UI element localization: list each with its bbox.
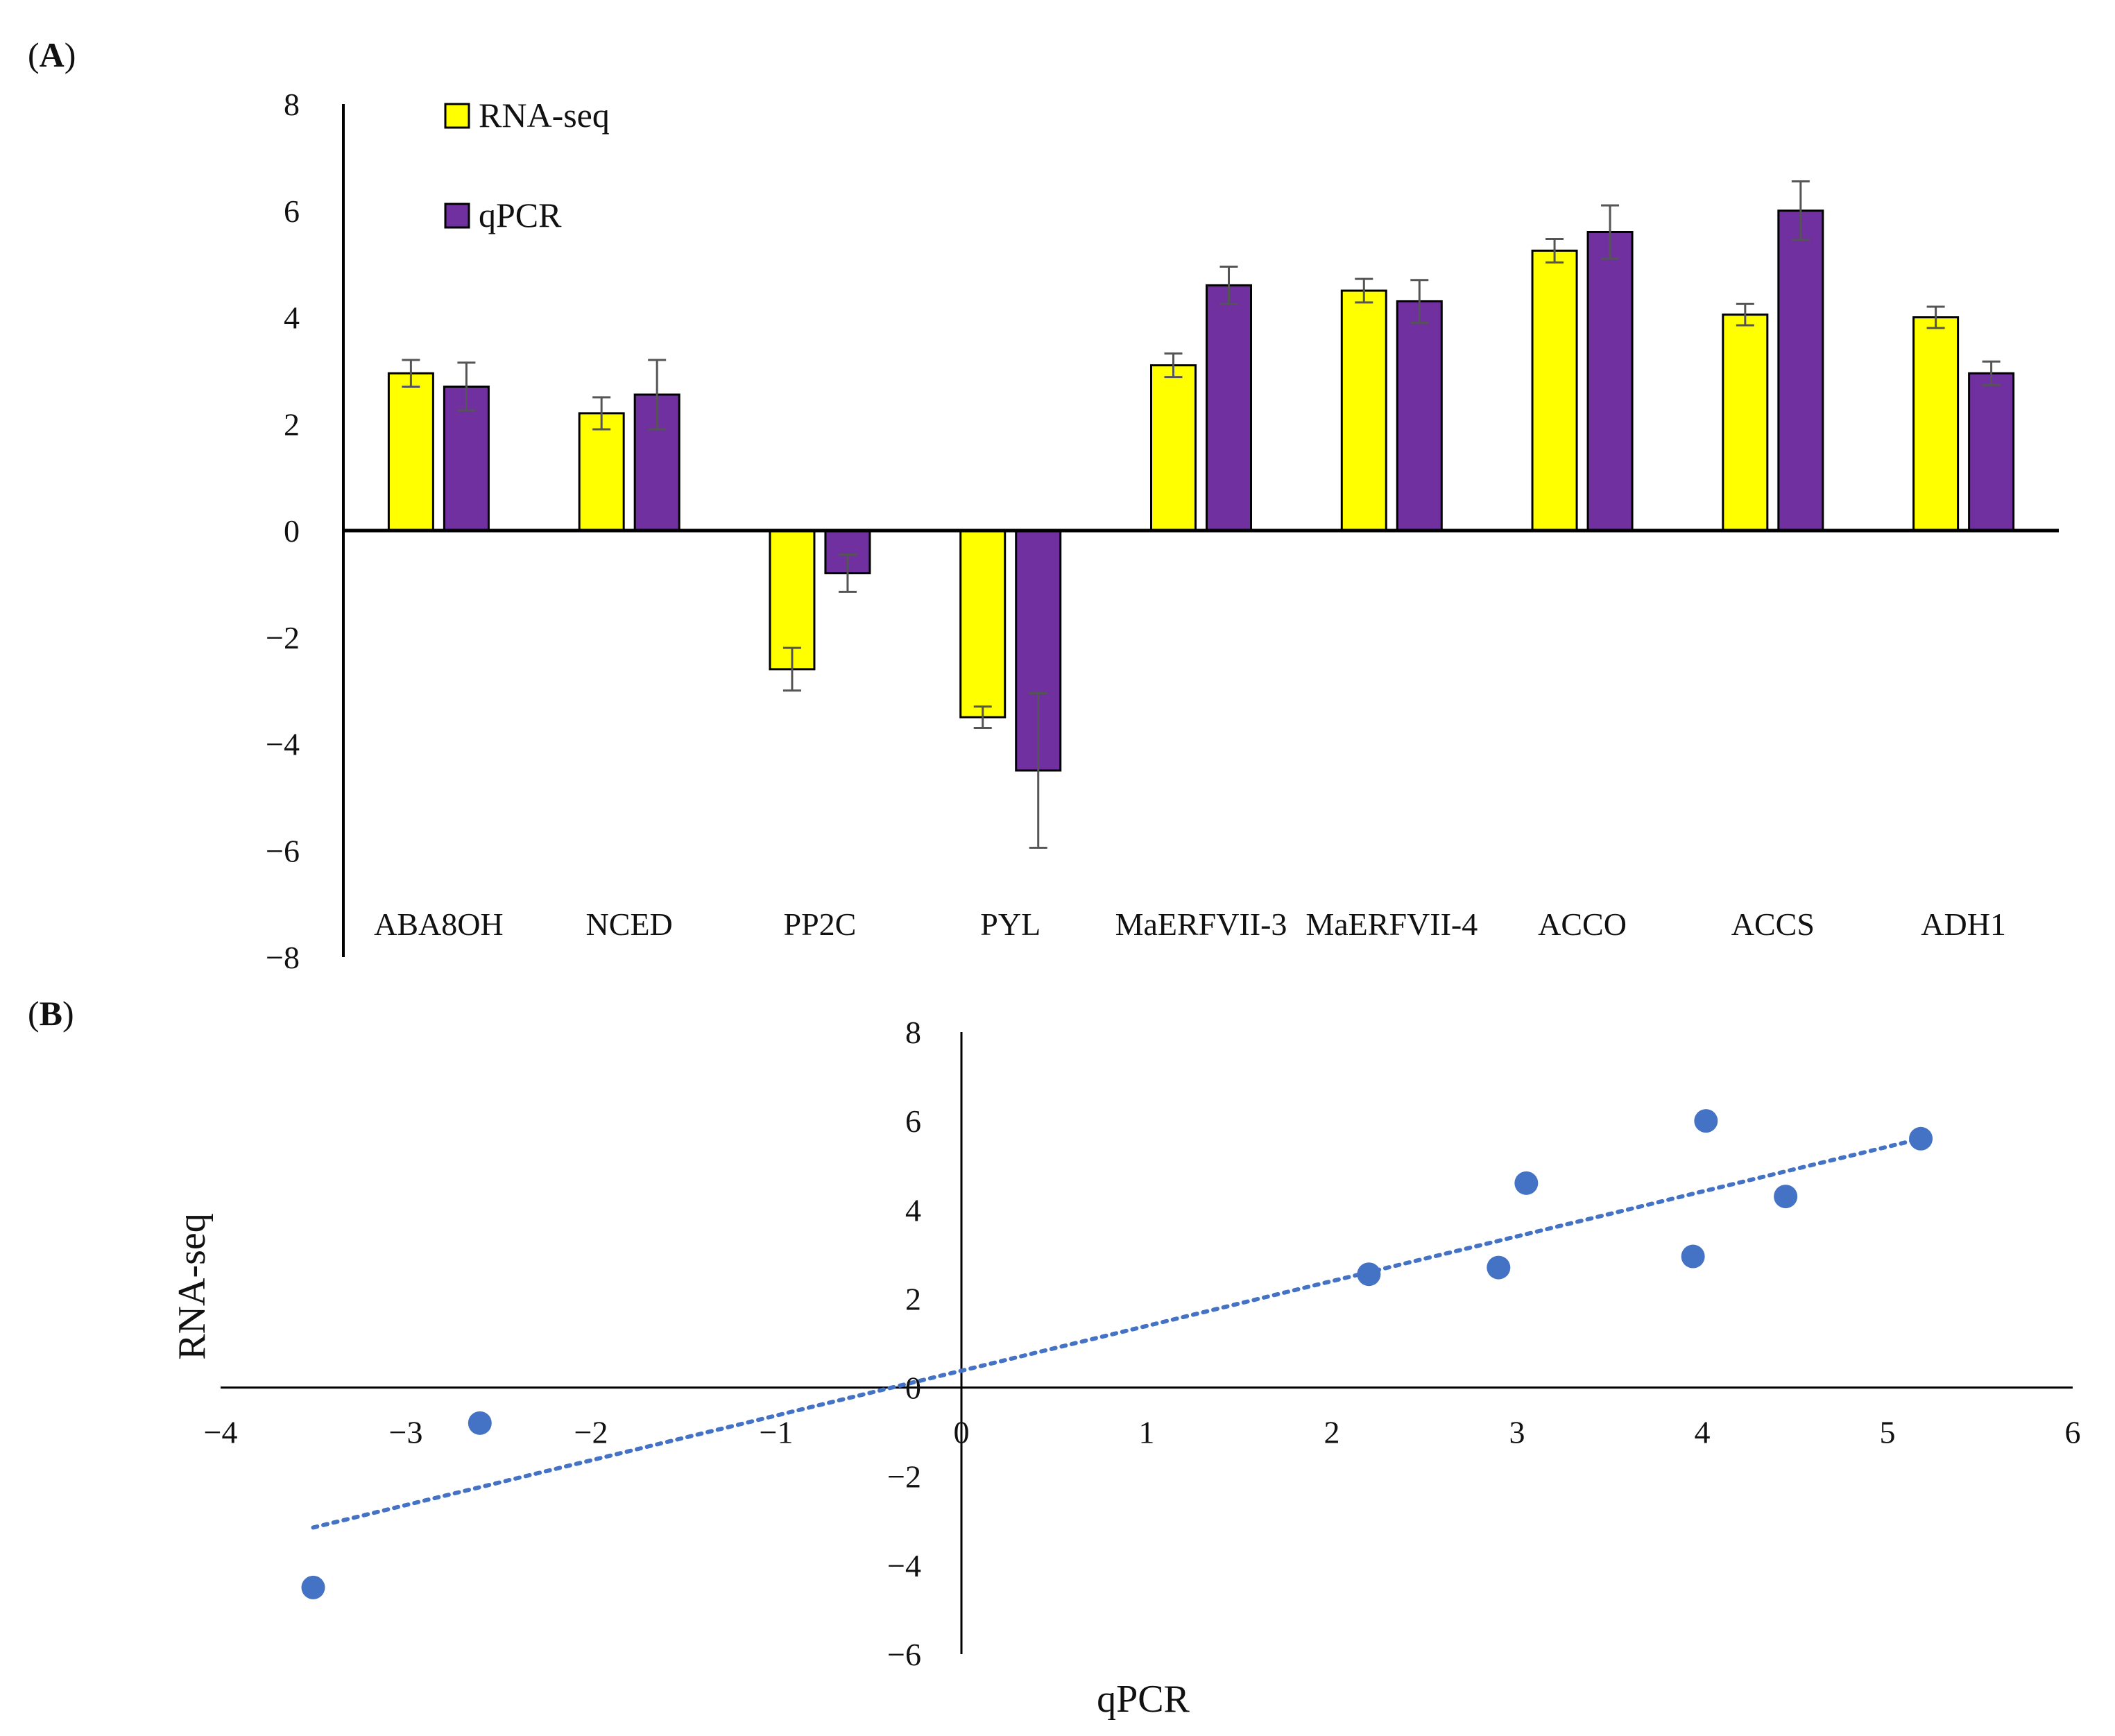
y-tick-labels: 8 6 4 2 0 −2 −4 −6 −8 bbox=[266, 87, 300, 975]
x-tick-label: −4 bbox=[204, 1415, 238, 1450]
category-label-maerfvii-3: MaERFVII-3 bbox=[1115, 906, 1287, 942]
y-tick-label: −4 bbox=[887, 1548, 921, 1583]
y-tick-label: 0 bbox=[905, 1370, 921, 1406]
x-tick-label: −2 bbox=[574, 1415, 608, 1450]
scatter-point bbox=[468, 1411, 492, 1435]
bar-qpcr-adh1 bbox=[1968, 372, 2015, 532]
x-tick-label: −1 bbox=[760, 1415, 794, 1450]
bar-rna-seq-accs bbox=[1722, 313, 1769, 532]
x-axis-title: qPCR bbox=[1097, 1678, 1190, 1721]
y-tick-label: −2 bbox=[887, 1459, 921, 1495]
y-tick-label: 0 bbox=[284, 513, 300, 549]
y-tick-label: 4 bbox=[284, 300, 300, 336]
scatter-points bbox=[301, 1109, 1933, 1599]
category-label-acco: ACCO bbox=[1538, 906, 1627, 942]
category-label-accs: ACCS bbox=[1731, 906, 1815, 942]
x-tick-label: 5 bbox=[1880, 1415, 1896, 1450]
x-tick-label: 6 bbox=[2065, 1415, 2081, 1450]
legend-label-qpcr: qPCR bbox=[479, 196, 562, 234]
scatter-point bbox=[1694, 1109, 1718, 1133]
y-tick-label: −6 bbox=[266, 833, 300, 868]
x-tick-label: 1 bbox=[1139, 1415, 1155, 1450]
bar-qpcr-maerfvii-3 bbox=[1206, 284, 1252, 532]
bar-rna-seq-acco bbox=[1531, 249, 1578, 532]
bar-qpcr-maerfvii-4 bbox=[1396, 300, 1443, 532]
category-label-maerfvii-4: MaERFVII-4 bbox=[1305, 906, 1478, 942]
x-tick-label: 3 bbox=[1509, 1415, 1525, 1450]
bar-group bbox=[387, 209, 2015, 772]
scatter-point bbox=[1681, 1244, 1705, 1269]
scatter-point bbox=[1774, 1185, 1798, 1209]
y-axis-title: RNA-seq bbox=[171, 1213, 214, 1360]
bar-qpcr-acco bbox=[1586, 231, 1634, 532]
category-label-nced: NCED bbox=[586, 906, 673, 942]
y-tick-label: 4 bbox=[905, 1192, 921, 1228]
x-tick-label: −3 bbox=[389, 1415, 423, 1450]
panel-b-label: (B) bbox=[28, 994, 74, 1033]
bar-rna-seq-aba8oh bbox=[387, 372, 434, 532]
scatter-chart-panel-b: −4 −3 −2 −1 0 1 2 3 4 5 6 8 6 4 2 −2 −4 −6 0 qPCR RNA-seq bbox=[171, 1015, 2081, 1721]
panel-a-label: (A) bbox=[28, 35, 76, 74]
scatter-point bbox=[301, 1575, 325, 1599]
y-tick-label: −4 bbox=[266, 727, 300, 762]
legend-label-rna-seq: RNA-seq bbox=[479, 96, 610, 135]
scatter-point bbox=[1487, 1255, 1511, 1280]
y-tick-label: 2 bbox=[284, 406, 300, 442]
bar-rna-seq-adh1 bbox=[1912, 316, 1960, 532]
category-labels: ABA8OH NCED PP2C PYL MaERFVII-3 MaERFVII-4 ACC… bbox=[374, 906, 2006, 942]
scatter-point bbox=[1909, 1126, 1933, 1151]
category-label-adh1: ADH1 bbox=[1921, 906, 2006, 942]
x-tick-label: 0 bbox=[954, 1415, 970, 1450]
scatter-point bbox=[1514, 1171, 1539, 1195]
category-label-pyl: PYL bbox=[980, 906, 1041, 942]
legend-swatch-qpcr bbox=[444, 203, 470, 229]
y-tick-label: 6 bbox=[905, 1103, 921, 1139]
y-tick-label: 6 bbox=[284, 194, 300, 229]
category-label-aba8oh: ABA8OH bbox=[374, 906, 504, 942]
bar-chart-panel-a: 8 6 4 2 0 −2 −4 −6 −8 ABA8OH NCED PP2C PYL MaERFVII-… bbox=[266, 87, 2059, 975]
bar-rna-seq-maerfvii-3 bbox=[1150, 364, 1197, 532]
category-label-pp2c: PP2C bbox=[784, 906, 857, 942]
y-tick-label: 8 bbox=[905, 1015, 921, 1050]
legend: RNA-seq qPCR bbox=[444, 96, 610, 234]
bar-rna-seq-nced bbox=[578, 412, 625, 532]
bar-rna-seq-maerfvii-4 bbox=[1340, 289, 1387, 532]
bar-qpcr-accs bbox=[1777, 209, 1824, 532]
y-tick-label: 2 bbox=[905, 1281, 921, 1316]
bar-rna-seq-pyl bbox=[959, 529, 1007, 719]
x-tick-label: 4 bbox=[1695, 1415, 1711, 1450]
x-tick-label: 2 bbox=[1324, 1415, 1340, 1450]
y-tick-label: −8 bbox=[266, 940, 300, 975]
legend-swatch-rna-seq bbox=[444, 103, 470, 129]
y-tick-label: −6 bbox=[887, 1637, 921, 1672]
scatter-point bbox=[1357, 1262, 1381, 1287]
y-tick-label: −2 bbox=[266, 620, 300, 655]
error-bar-group bbox=[402, 180, 2001, 849]
y-tick-label: 8 bbox=[284, 87, 300, 122]
x-tick-labels: −4 −3 −2 −1 0 1 2 3 4 5 6 bbox=[204, 1415, 2081, 1450]
trendline bbox=[311, 1136, 1924, 1530]
y-tick-labels-b: 8 6 4 2 −2 −4 −6 0 bbox=[887, 1015, 921, 1672]
